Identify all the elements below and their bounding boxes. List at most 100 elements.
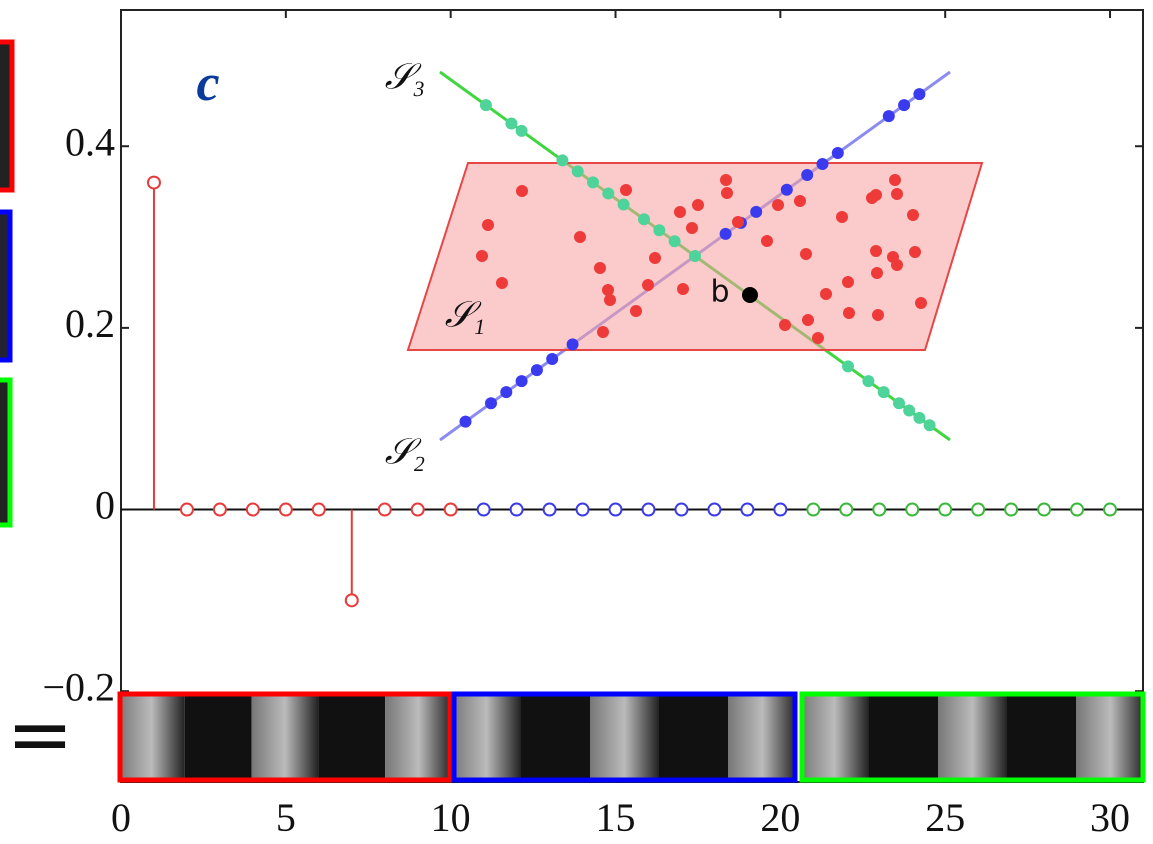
face-image <box>185 694 252 780</box>
stem-marker <box>1104 504 1116 516</box>
dot-s3 <box>842 360 854 372</box>
stem-marker <box>412 504 424 516</box>
dot-s1 <box>721 187 733 199</box>
dot-s2 <box>531 364 543 376</box>
dot-s2 <box>801 169 813 181</box>
dot-s3 <box>903 405 915 417</box>
dot-s1 <box>604 294 616 306</box>
dot-s1 <box>889 174 901 186</box>
stem-marker <box>280 504 292 516</box>
dot-s1 <box>907 209 919 221</box>
face-image <box>521 694 590 780</box>
dot-s3 <box>602 187 614 199</box>
dot-s1 <box>677 283 689 295</box>
stem-marker <box>346 594 358 606</box>
dot-s3 <box>618 198 630 210</box>
x-tick-label: 0 <box>111 795 131 840</box>
dot-s3 <box>556 154 568 166</box>
label-s2: 𝒮₂ <box>385 431 425 471</box>
dot-s1 <box>516 185 528 197</box>
dot-s3 <box>669 235 681 247</box>
axes-frame <box>121 10 1143 782</box>
dot-s1 <box>909 246 921 258</box>
dot-s1 <box>630 305 642 317</box>
dot-s3 <box>878 386 890 398</box>
dot-s1 <box>772 199 784 211</box>
label-b: b <box>710 275 729 310</box>
dot-s1 <box>794 195 806 207</box>
face-image <box>1007 694 1076 780</box>
dot-s1 <box>674 206 686 218</box>
face-image <box>118 694 185 780</box>
y-tick-label: −0.2 <box>42 664 115 709</box>
dot-s1 <box>720 174 732 186</box>
face-image <box>385 694 452 780</box>
face-image <box>728 694 797 780</box>
page: {"chart_data": {"type": "stem", "annotat… <box>0 0 1153 844</box>
dot-s1 <box>842 276 854 288</box>
stem-marker <box>577 504 589 516</box>
dot-s2 <box>567 338 579 350</box>
face-image <box>800 694 869 780</box>
dot-s2 <box>913 88 925 100</box>
dot-s1 <box>602 284 614 296</box>
dot-s3 <box>516 125 528 137</box>
label-s1: 𝒮₁ <box>445 294 485 334</box>
dot-s3 <box>480 99 492 111</box>
x-tick-label: 15 <box>596 795 636 840</box>
dot-s3 <box>924 419 936 431</box>
dot-s3 <box>913 412 925 424</box>
dot-s2 <box>485 397 497 409</box>
x-tick-label: 20 <box>760 795 800 840</box>
dot-s3 <box>893 397 905 409</box>
dot-s1 <box>594 262 606 274</box>
dot-s2 <box>500 386 512 398</box>
stem-marker <box>214 504 226 516</box>
dot-s1 <box>597 326 609 338</box>
dot-s1 <box>820 288 832 300</box>
stem-marker <box>247 504 259 516</box>
stem-marker <box>379 504 391 516</box>
dot-s3 <box>862 375 874 387</box>
chart: = −0.200.20.4051015202530b𝒮₃𝒮₂𝒮₁c <box>0 0 1153 844</box>
face-image <box>590 694 659 780</box>
stem-marker <box>445 504 457 516</box>
stem-marker <box>313 504 325 516</box>
face-image <box>452 694 521 780</box>
dot-s3 <box>572 165 584 177</box>
dot-s1 <box>642 279 654 291</box>
dot-s1 <box>871 267 883 279</box>
face-image <box>869 694 938 780</box>
y-tick-label: 0.2 <box>65 301 115 346</box>
dot-s1 <box>870 189 882 201</box>
dot-s1 <box>779 319 791 331</box>
dot-s1 <box>802 314 814 326</box>
dot-s1 <box>574 231 586 243</box>
dot-s1 <box>836 211 848 223</box>
stem-marker <box>181 504 193 516</box>
stem-marker <box>148 177 160 189</box>
dot-s2 <box>817 158 829 170</box>
dot-s1 <box>843 307 855 319</box>
stem-marker <box>939 504 951 516</box>
dot-s2 <box>546 353 558 365</box>
dot-s2 <box>460 416 472 428</box>
face-image <box>938 694 1007 780</box>
stem-marker <box>774 504 786 516</box>
dot-s1 <box>692 199 704 211</box>
stem-marker <box>840 504 852 516</box>
dot-s2 <box>898 99 910 111</box>
stem-marker <box>511 504 523 516</box>
stem-marker <box>1005 504 1017 516</box>
stem-marker <box>610 504 622 516</box>
left-box-blue <box>0 212 10 360</box>
face-image <box>1076 694 1145 780</box>
stem-marker <box>807 504 819 516</box>
dot-s1 <box>496 277 508 289</box>
dot-s3 <box>653 224 665 236</box>
dot-s3 <box>689 250 701 262</box>
stem-marker <box>873 504 885 516</box>
dot-s1 <box>891 188 903 200</box>
face-image <box>252 694 319 780</box>
